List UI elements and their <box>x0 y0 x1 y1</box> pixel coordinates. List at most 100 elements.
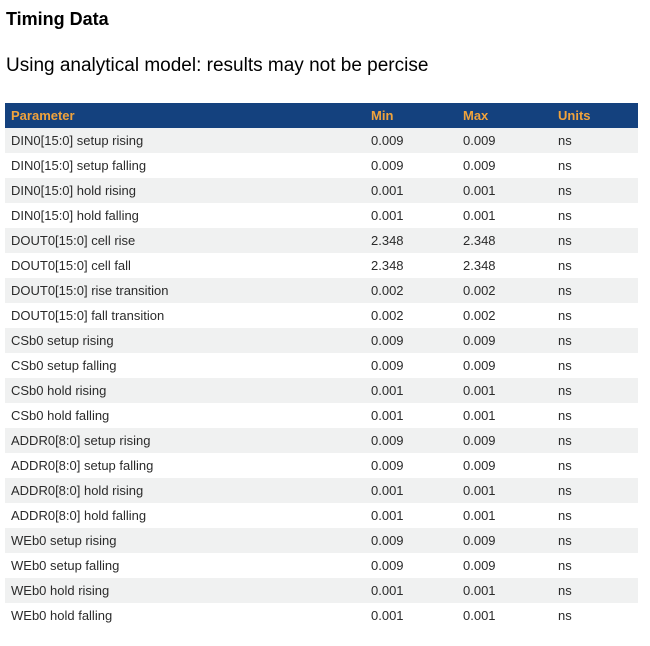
cell-units: ns <box>558 458 572 473</box>
cell-min: 0.009 <box>371 333 404 348</box>
cell-parameter: CSb0 setup falling <box>11 358 117 373</box>
cell-min: 0.001 <box>371 383 404 398</box>
cell-units: ns <box>558 233 572 248</box>
cell-parameter: ADDR0[8:0] setup rising <box>11 433 151 448</box>
table-row: WEb0 hold falling 0.001 0.001 ns <box>5 603 638 628</box>
table-row: ADDR0[8:0] setup rising 0.009 0.009 ns <box>5 428 638 453</box>
cell-min: 0.009 <box>371 458 404 473</box>
cell-max: 0.002 <box>463 283 496 298</box>
cell-parameter: WEb0 setup falling <box>11 558 120 573</box>
cell-max: 0.001 <box>463 583 496 598</box>
cell-parameter: DOUT0[15:0] fall transition <box>11 308 165 323</box>
column-header-parameter: Parameter <box>5 103 365 128</box>
cell-max: 0.001 <box>463 508 496 523</box>
column-header-min: Min <box>365 103 457 128</box>
cell-units: ns <box>558 133 572 148</box>
cell-units: ns <box>558 433 572 448</box>
table-row: WEb0 hold rising 0.001 0.001 ns <box>5 578 638 603</box>
cell-min: 0.001 <box>371 483 404 498</box>
cell-max: 0.001 <box>463 408 496 423</box>
cell-max: 0.002 <box>463 308 496 323</box>
cell-min: 0.001 <box>371 608 404 623</box>
cell-min: 0.001 <box>371 408 404 423</box>
cell-parameter: DOUT0[15:0] cell fall <box>11 258 131 273</box>
table-row: DOUT0[15:0] fall transition 0.002 0.002 ns <box>5 303 638 328</box>
cell-max: 0.001 <box>463 183 496 198</box>
cell-min: 0.009 <box>371 133 404 148</box>
cell-units: ns <box>558 208 572 223</box>
cell-max: 0.001 <box>463 208 496 223</box>
table-row: CSb0 hold rising 0.001 0.001 ns <box>5 378 638 403</box>
cell-min: 0.009 <box>371 158 404 173</box>
table-row: DOUT0[15:0] cell rise 2.348 2.348 ns <box>5 228 638 253</box>
cell-max: 0.001 <box>463 483 496 498</box>
cell-parameter: CSb0 setup rising <box>11 333 114 348</box>
cell-units: ns <box>558 158 572 173</box>
cell-parameter: CSb0 hold falling <box>11 408 110 423</box>
cell-min: 0.002 <box>371 283 404 298</box>
cell-units: ns <box>558 308 572 323</box>
cell-max: 0.009 <box>463 158 496 173</box>
table-row: CSb0 setup falling 0.009 0.009 ns <box>5 353 638 378</box>
cell-parameter: DOUT0[15:0] cell rise <box>11 233 136 248</box>
cell-min: 0.009 <box>371 358 404 373</box>
cell-min: 0.001 <box>371 183 404 198</box>
table-row: DIN0[15:0] hold rising 0.001 0.001 ns <box>5 178 638 203</box>
page-title: Timing Data <box>6 9 109 29</box>
cell-max: 0.009 <box>463 558 496 573</box>
cell-units: ns <box>558 533 572 548</box>
cell-units: ns <box>558 333 572 348</box>
cell-max: 2.348 <box>463 233 496 248</box>
cell-units: ns <box>558 383 572 398</box>
cell-min: 0.009 <box>371 558 404 573</box>
cell-units: ns <box>558 608 572 623</box>
table-row: CSb0 setup rising 0.009 0.009 ns <box>5 328 638 353</box>
table-row: DIN0[15:0] hold falling 0.001 0.001 ns <box>5 203 638 228</box>
cell-units: ns <box>558 258 572 273</box>
cell-parameter: WEb0 hold rising <box>11 583 110 598</box>
cell-max: 0.009 <box>463 358 496 373</box>
table-row: CSb0 hold falling 0.001 0.001 ns <box>5 403 638 428</box>
column-header-max: Max <box>457 103 552 128</box>
table-row: WEb0 setup rising 0.009 0.009 ns <box>5 528 638 553</box>
cell-parameter: ADDR0[8:0] setup falling <box>11 458 154 473</box>
table-row: DIN0[15:0] setup rising 0.009 0.009 ns <box>5 128 638 153</box>
timing-table: Parameter Min Max Units DIN0[15:0] setup… <box>5 103 638 628</box>
column-header-units: Units <box>552 103 638 128</box>
cell-units: ns <box>558 183 572 198</box>
cell-max: 0.001 <box>463 383 496 398</box>
cell-units: ns <box>558 483 572 498</box>
cell-units: ns <box>558 283 572 298</box>
cell-max: 0.009 <box>463 533 496 548</box>
cell-parameter: CSb0 hold rising <box>11 383 107 398</box>
cell-max: 0.009 <box>463 458 496 473</box>
cell-units: ns <box>558 408 572 423</box>
cell-units: ns <box>558 583 572 598</box>
cell-parameter: DIN0[15:0] hold falling <box>11 208 139 223</box>
cell-min: 0.001 <box>371 508 404 523</box>
cell-min: 2.348 <box>371 233 404 248</box>
table-header-row: Parameter Min Max Units <box>5 103 638 128</box>
cell-parameter: ADDR0[8:0] hold falling <box>11 508 147 523</box>
cell-max: 0.009 <box>463 433 496 448</box>
cell-parameter: DIN0[15:0] setup rising <box>11 133 144 148</box>
cell-parameter: DIN0[15:0] hold rising <box>11 183 137 198</box>
cell-min: 0.002 <box>371 308 404 323</box>
cell-parameter: DIN0[15:0] setup falling <box>11 158 147 173</box>
cell-max: 0.009 <box>463 333 496 348</box>
cell-min: 2.348 <box>371 258 404 273</box>
cell-min: 0.009 <box>371 433 404 448</box>
cell-units: ns <box>558 508 572 523</box>
cell-units: ns <box>558 358 572 373</box>
table-row: ADDR0[8:0] setup falling 0.009 0.009 ns <box>5 453 638 478</box>
cell-max: 0.001 <box>463 608 496 623</box>
cell-parameter: WEb0 setup rising <box>11 533 117 548</box>
cell-max: 2.348 <box>463 258 496 273</box>
table-row: DOUT0[15:0] rise transition 0.002 0.002 ns <box>5 278 638 303</box>
cell-min: 0.009 <box>371 533 404 548</box>
table-row: DOUT0[15:0] cell fall 2.348 2.348 ns <box>5 253 638 278</box>
table-row: ADDR0[8:0] hold falling 0.001 0.001 ns <box>5 503 638 528</box>
cell-parameter: ADDR0[8:0] hold rising <box>11 483 144 498</box>
table-row: ADDR0[8:0] hold rising 0.001 0.001 ns <box>5 478 638 503</box>
